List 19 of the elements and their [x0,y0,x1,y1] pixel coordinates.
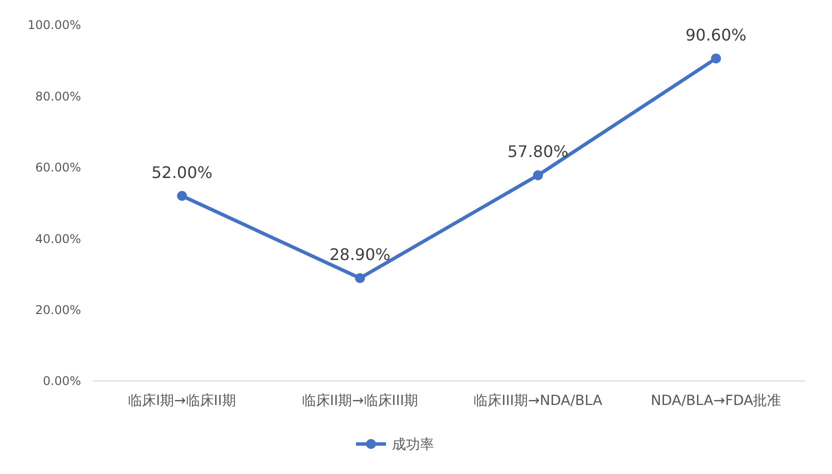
x-tick-label: 临床I期→临床II期 [128,393,236,409]
y-tick-label: 100.00% [28,18,81,32]
point [533,170,543,180]
y-tick-label: 0.00% [42,374,81,388]
y-tick-label: 60.00% [35,160,81,175]
data-label: 57.80% [507,142,569,162]
data-label: 52.00% [151,162,213,182]
y-tick-label: 20.00% [35,303,81,317]
data-label: 90.60% [685,25,747,44]
point [711,53,721,64]
x-tick-label: 临床III期→NDA/BLA [474,393,603,409]
x-tick-label: 临床II期→临床III期 [302,393,418,409]
legend-label: 成功率 [392,436,434,453]
y-tick-label: 40.00% [35,232,81,246]
point [177,190,187,201]
y-tick-label: 80.00% [35,89,81,104]
point [355,273,365,284]
data-label: 28.90% [329,245,391,264]
x-tick-label: NDA/BLA→FDA批准 [650,393,782,409]
